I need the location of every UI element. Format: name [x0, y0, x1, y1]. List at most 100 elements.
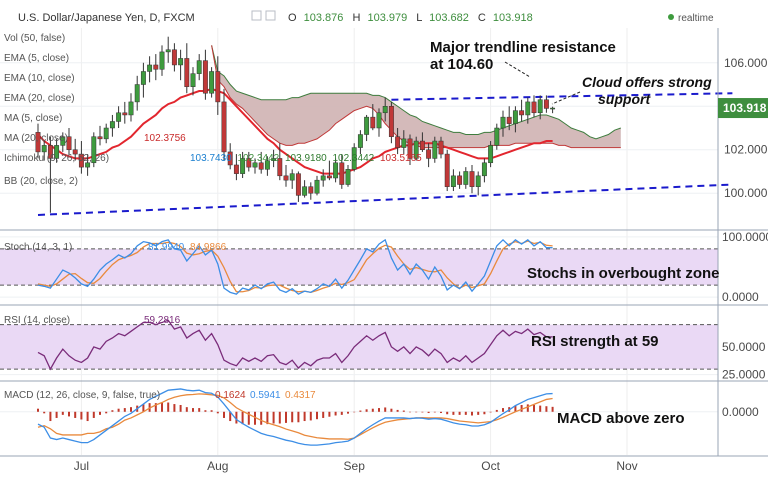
macd-hist-bar	[123, 408, 126, 412]
rsi-header-value: 59.2816	[144, 315, 181, 326]
indicator-label-ema20[interactable]: EMA (20, close)	[4, 93, 75, 104]
macd-hist-bar	[353, 411, 356, 413]
candle-bull	[333, 162, 339, 179]
cloud-callout-line1: Cloud offers strong	[582, 74, 712, 90]
cloud-callout-line2: support	[598, 91, 651, 107]
macd-hist-bar	[303, 411, 306, 422]
macd-hist-bar	[545, 406, 548, 412]
macd-hist-bar	[427, 411, 430, 414]
macd-hist-bar	[254, 411, 256, 425]
macd-hist-bar	[384, 407, 387, 412]
candle-bull	[413, 140, 419, 159]
macd-hist-bar	[229, 411, 232, 422]
macd-hist-bar	[266, 411, 269, 425]
ohlc-value-low: 103.682	[429, 12, 469, 24]
indicator-label-bb[interactable]: BB (20, close, 2)	[4, 176, 78, 187]
indicator-label-ema10[interactable]: EMA (10, close)	[4, 73, 75, 84]
axes: JulAugSepOctNov106.000104.000102.000100.…	[0, 28, 768, 473]
visibility-icon[interactable]	[251, 10, 262, 21]
candle-bull	[376, 112, 382, 129]
candle-bull	[525, 101, 531, 116]
candle-bear	[258, 162, 264, 170]
macd-hist-bar	[483, 411, 486, 415]
candle-bear	[519, 110, 525, 116]
macd-hist-bar	[216, 411, 219, 414]
candle-bear	[202, 60, 208, 94]
indicator-label-vol[interactable]: Vol (50, false)	[4, 33, 65, 44]
indicator-label-ichimoku[interactable]: Ichimoku (9, 26, 52, 26)	[4, 153, 109, 164]
macd-hist-bar	[371, 408, 374, 412]
ichimoku-value-5: 103.5165	[380, 153, 422, 164]
candle-bull	[382, 106, 388, 114]
annotations: Major trendline resistance at 104.60 Clo…	[430, 39, 720, 427]
macd-hist-bar	[514, 405, 517, 412]
macd-hist-bar	[297, 411, 300, 423]
macd-hist-bar	[464, 411, 467, 415]
candle-bull	[147, 64, 153, 72]
macd-header-signal: 0.4317	[285, 390, 316, 401]
ma20-line	[37, 87, 553, 175]
macd-hist-bar	[74, 411, 77, 418]
stoch-header-d: 84.9866	[190, 242, 227, 253]
candle-bear	[326, 175, 332, 179]
trendline-callout-line2: at 104.60	[430, 56, 493, 73]
indicator-label-ma5[interactable]: MA (5, close)	[4, 113, 62, 124]
stoch-callout: Stochs in overbought zone	[527, 265, 720, 282]
candle-bull	[463, 171, 469, 185]
ichimoku-span-a	[211, 45, 621, 140]
macd-hist-bar	[328, 411, 331, 417]
candle-bull	[128, 101, 134, 116]
price-pane[interactable]	[35, 36, 733, 216]
candle-bear	[531, 101, 537, 114]
candle-bear	[506, 116, 512, 124]
macd-hist-bar	[272, 411, 275, 424]
indicator-legend[interactable]: Vol (50, false) EMA (5, close) EMA (10, …	[4, 33, 422, 187]
candle-bear	[543, 99, 549, 109]
candle-bull	[345, 169, 351, 185]
macd-header-name[interactable]: MACD (12, 26, close, 9, false, true)	[4, 390, 160, 401]
candle-bull	[488, 145, 494, 164]
macd-hist-bar	[340, 411, 343, 415]
macd-hist-bar	[316, 411, 318, 420]
symbol-title[interactable]: U.S. Dollar/Japanese Yen, D, FXCM	[18, 12, 195, 24]
macd-hist-bar	[477, 411, 480, 415]
macd-hist-bar	[471, 411, 473, 416]
macd-hist-bar	[452, 411, 455, 415]
candle-bear	[246, 158, 252, 168]
settings-icon[interactable]	[265, 10, 276, 21]
realtime-dot-icon	[668, 14, 674, 20]
candle-bear	[171, 49, 177, 66]
candle-bear	[419, 140, 425, 150]
stoch-header: Stoch (14, 3, 1) 81.9940 84.9866	[4, 242, 227, 253]
price-tick-label: 100.000	[724, 186, 768, 200]
macd-hist-bar	[99, 411, 101, 415]
chart-header: U.S. Dollar/Japanese Yen, D, FXCM O 103.…	[18, 10, 714, 24]
indicator-panes[interactable]	[37, 238, 554, 446]
stoch-header-name[interactable]: Stoch (14, 3, 1)	[4, 242, 72, 253]
candle-bull	[109, 121, 115, 129]
macd-signal-line	[37, 393, 553, 440]
rsi-callout: RSI strength at 59	[531, 333, 659, 350]
ohlc-value-close: 103.918	[493, 12, 533, 24]
rsi-header: RSI (14, close) 59.2816	[4, 315, 181, 326]
candle-bear	[215, 71, 221, 103]
candle-bull	[60, 136, 66, 146]
indicator-label-ma20[interactable]: MA (20, close)	[4, 133, 68, 144]
candle-bull	[190, 73, 196, 87]
ohlc-value-open: 103.876	[304, 12, 344, 24]
macd-hist-bar	[247, 411, 250, 425]
macd-hist-bar	[285, 411, 287, 423]
indicator-label-ema5[interactable]: EMA (5, close)	[4, 53, 69, 64]
rsi-header-name[interactable]: RSI (14, close)	[4, 315, 70, 326]
trendline-support	[37, 183, 733, 216]
candle-bear	[78, 153, 84, 168]
candle-bull	[314, 179, 320, 194]
macd-hist-bar	[173, 404, 176, 412]
candle-bull	[357, 134, 363, 148]
macd-hist-bar	[61, 411, 64, 415]
macd-hist-bar	[520, 404, 523, 412]
macd-hist-bar	[347, 411, 349, 414]
